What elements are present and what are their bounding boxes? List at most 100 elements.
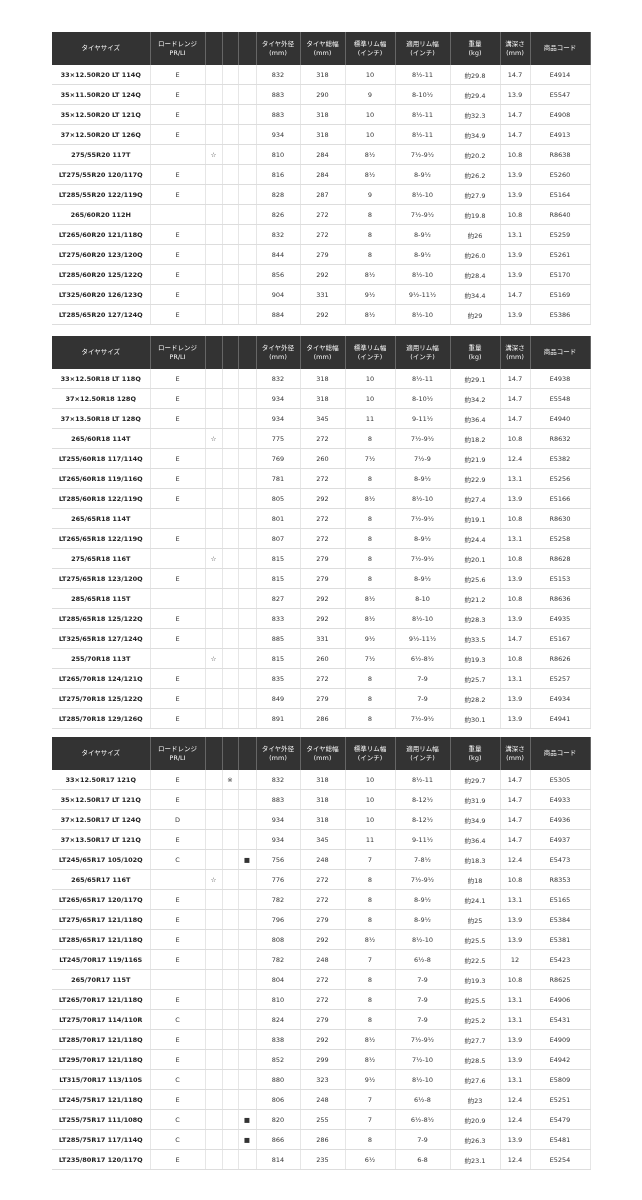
cell: E5258 xyxy=(530,528,591,549)
cell: 828 xyxy=(256,184,301,205)
cell xyxy=(150,588,206,609)
cell: 約23 xyxy=(450,1089,501,1110)
cell xyxy=(205,588,223,609)
cell: 11 xyxy=(345,408,396,429)
cell xyxy=(238,164,257,185)
cell xyxy=(205,1149,223,1170)
cell xyxy=(238,264,257,285)
tire-size: LT275/65R17 121/118Q xyxy=(52,909,151,930)
cell xyxy=(238,809,257,830)
cell: 286 xyxy=(300,1129,346,1150)
cell xyxy=(205,488,223,509)
cell: 約25 xyxy=(450,909,501,930)
cell: 約27.6 xyxy=(450,1069,501,1090)
header-cell: タイヤ総幅 (mm) xyxy=(300,336,346,369)
tire-size: 265/70R17 115T xyxy=(52,969,151,990)
data-row: LT245/75R17 121/118Q E 806 248 7 6½-8 約23 12.4 E… xyxy=(52,1089,591,1110)
cell xyxy=(238,124,257,145)
cell xyxy=(238,84,257,105)
cell: 318 xyxy=(300,770,346,790)
cell xyxy=(222,388,239,409)
cell: 14.7 xyxy=(500,789,531,810)
cell: 13.9 xyxy=(500,608,531,629)
cell xyxy=(222,668,239,689)
cell: 約20.9 xyxy=(450,1109,501,1130)
cell: E4938 xyxy=(530,369,591,389)
cell xyxy=(222,568,239,589)
cell xyxy=(205,789,223,810)
cell: ■ xyxy=(238,849,257,870)
cell: 13.1 xyxy=(500,1009,531,1030)
cell: 7-9 xyxy=(395,1129,451,1150)
tire-size: 33×12.50R18 LT 118Q xyxy=(52,369,151,389)
cell: R8638 xyxy=(530,144,591,165)
tire-size: 265/60R20 112H xyxy=(52,204,151,225)
cell xyxy=(222,448,239,469)
cell xyxy=(205,448,223,469)
cell xyxy=(222,1009,239,1030)
cell: 約18.3 xyxy=(450,849,501,870)
data-row: LT265/60R18 119/116Q E 781 272 8 8-9½ 約22.9 13.… xyxy=(52,468,591,489)
cell: 318 xyxy=(300,388,346,409)
cell: 8½-10 xyxy=(395,929,451,950)
cell: 約18.2 xyxy=(450,428,501,449)
header-cell: 商品コード xyxy=(530,32,591,65)
cell: 782 xyxy=(256,889,301,910)
cell xyxy=(205,244,223,265)
cell: 10 xyxy=(345,809,396,830)
cell: 934 xyxy=(256,388,301,409)
data-row: 255/70R18 113T ☆ 815 260 7½ 6½-8½ 約19.3 10.8 R86… xyxy=(52,648,591,669)
cell: 約28.5 xyxy=(450,1049,501,1070)
cell xyxy=(205,829,223,850)
cell: 7½ xyxy=(345,648,396,669)
cell: R8630 xyxy=(530,508,591,529)
cell: D xyxy=(150,809,206,830)
cell: 8-10 xyxy=(395,588,451,609)
cell xyxy=(205,1009,223,1030)
cell: 856 xyxy=(256,264,301,285)
cell xyxy=(205,224,223,245)
cell xyxy=(238,1069,257,1090)
cell xyxy=(150,508,206,529)
cell: E5164 xyxy=(530,184,591,205)
cell: 318 xyxy=(300,104,346,125)
cell: 8 xyxy=(345,708,396,729)
header-cell: タイヤ外径 (mm) xyxy=(256,737,301,770)
cell xyxy=(238,304,257,325)
cell: ■ xyxy=(238,1109,257,1130)
cell: 769 xyxy=(256,448,301,469)
cell: E5153 xyxy=(530,568,591,589)
cell xyxy=(222,1089,239,1110)
tire-size: LT285/65R17 121/118Q xyxy=(52,929,151,950)
cell: 10.8 xyxy=(500,144,531,165)
data-row: 265/60R18 114T ☆ 775 272 8 7½-9½ 約18.2 10.8 R863… xyxy=(52,428,591,449)
cell: E xyxy=(150,909,206,930)
cell: 約25.5 xyxy=(450,929,501,950)
cell xyxy=(238,284,257,305)
header-cell: タイヤサイズ xyxy=(52,737,151,770)
header-cell: 商品コード xyxy=(530,336,591,369)
tire-size: 265/60R18 114T xyxy=(52,428,151,449)
cell: E4934 xyxy=(530,688,591,709)
cell: E xyxy=(150,949,206,970)
cell: 約23.1 xyxy=(450,1149,501,1170)
cell: 808 xyxy=(256,929,301,950)
cell: 7-9 xyxy=(395,1009,451,1030)
cell: E5479 xyxy=(530,1109,591,1130)
cell xyxy=(205,508,223,529)
cell: 8½ xyxy=(345,608,396,629)
data-row: LT245/65R17 105/102Q C ■ 756 248 7 7-8½ 約18.3 12… xyxy=(52,849,591,870)
cell xyxy=(238,989,257,1010)
tire-size: LT275/70R18 125/122Q xyxy=(52,688,151,709)
cell xyxy=(222,628,239,649)
cell xyxy=(238,789,257,810)
cell: 248 xyxy=(300,849,346,870)
data-row: LT265/70R17 121/118Q E 810 272 8 7-9 約25.5 13.1… xyxy=(52,989,591,1010)
cell xyxy=(222,508,239,529)
data-row: LT275/65R18 123/120Q E 815 279 8 8-9½ 約25.6 13.… xyxy=(52,568,591,589)
tire-size: LT245/65R17 105/102Q xyxy=(52,849,151,870)
cell: 約29.1 xyxy=(450,369,501,389)
cell: 約27.4 xyxy=(450,488,501,509)
cell: 約19.3 xyxy=(450,648,501,669)
header-cell: 重量 (kg) xyxy=(450,336,501,369)
